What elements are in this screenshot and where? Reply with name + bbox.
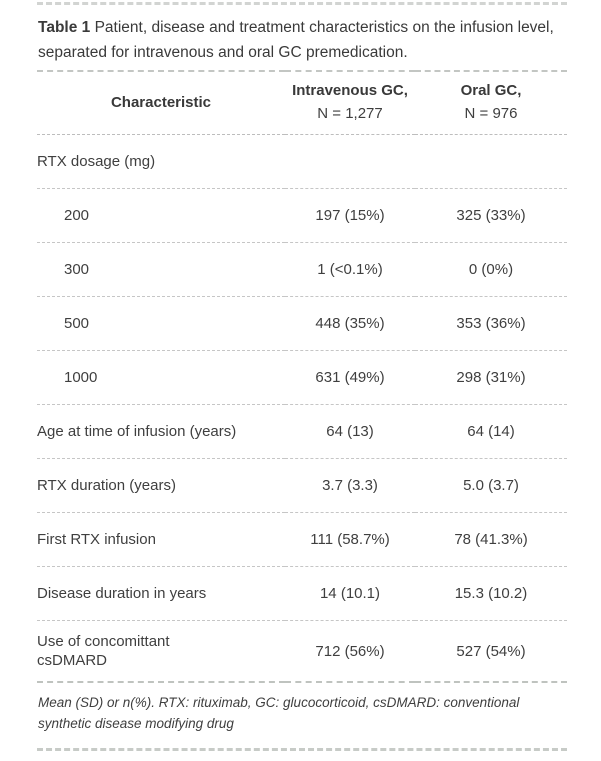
top-page-rule (37, 2, 567, 5)
row-label: Disease duration in years (37, 585, 207, 602)
oral-value: 15.3 (10.2) (454, 585, 528, 602)
bottom-page-rule (37, 748, 567, 751)
table-row-rtx-dosage: RTX dosage (mg) (37, 135, 567, 189)
iv-value: 14 (10.1) (319, 585, 381, 602)
oral-value (415, 135, 567, 189)
title-text: Patient, disease and treatment character… (38, 19, 554, 61)
oral-value: 325 (33%) (456, 207, 526, 224)
col-header-oral-label: Oral GC, (460, 82, 522, 99)
oral-value: 527 (54%) (456, 642, 526, 660)
iv-value: 712 (56%) (315, 642, 385, 660)
table-row-300: 300 1 (<0.1%) 0 (0%) (37, 243, 567, 297)
footnote: Mean (SD) or n(%). RTX: rituximab, GC: g… (38, 695, 520, 731)
iv-value (285, 135, 415, 189)
characteristics-table: Characteristic Intravenous GC, N = 1,277… (37, 70, 567, 683)
title-label: Table 1 (38, 19, 91, 36)
table-row-200: 200 197 (15%) 325 (33%) (37, 189, 567, 243)
row-label: 500 (64, 315, 90, 332)
table-row-disease-duration: Disease duration in years 14 (10.1) 15.3… (37, 567, 567, 621)
iv-value: 197 (15%) (315, 207, 385, 224)
iv-value: 64 (13) (326, 423, 374, 440)
oral-value: 0 (0%) (468, 261, 514, 278)
col-subheader-oral-n: N = 976 (464, 105, 518, 122)
table-row-age: Age at time of infusion (years) 64 (13) … (37, 405, 567, 459)
oral-value: 298 (31%) (456, 369, 526, 386)
col-header-characteristic-label: Characteristic (110, 93, 212, 111)
table-row-500: 500 448 (35%) 353 (36%) (37, 297, 567, 351)
iv-value: 448 (35%) (315, 315, 385, 332)
table-row-csdmard: Use of concomittant csDMARD 712 (56%) 52… (37, 621, 567, 682)
iv-value: 3.7 (3.3) (322, 477, 378, 494)
col-header-intravenous-label: Intravenous GC, (292, 82, 408, 99)
col-header-oral: Oral GC, N = 976 (415, 71, 567, 135)
col-subheader-intravenous-n: N = 1,277 (317, 105, 383, 122)
oral-value: 353 (36%) (456, 315, 526, 332)
row-label: 300 (64, 261, 90, 278)
row-label: RTX duration (years) (37, 477, 176, 494)
row-label: Age at time of infusion (years) (37, 423, 237, 440)
oral-value: 64 (14) (467, 423, 515, 440)
table-title: Table 1 Patient, disease and treatment c… (38, 15, 567, 65)
oral-value: 78 (41.3%) (454, 531, 528, 548)
iv-value: 111 (58.7%) (310, 531, 390, 548)
table-row-1000: 1000 631 (49%) 298 (31%) (37, 351, 567, 405)
header-row: Characteristic Intravenous GC, N = 1,277… (37, 71, 567, 135)
oral-value: 5.0 (3.7) (463, 477, 519, 494)
table-row-first-infusion: First RTX infusion 111 (58.7%) 78 (41.3%… (37, 513, 567, 567)
row-label: First RTX infusion (37, 531, 156, 548)
iv-value: 1 (<0.1%) (317, 261, 383, 278)
iv-value: 631 (49%) (315, 369, 385, 386)
row-label: Use of concomittant csDMARD (37, 633, 170, 669)
col-header-intravenous: Intravenous GC, N = 1,277 (285, 71, 415, 135)
col-header-characteristic: Characteristic (37, 71, 285, 135)
table-row-rtx-duration: RTX duration (years) 3.7 (3.3) 5.0 (3.7) (37, 459, 567, 513)
row-label: RTX dosage (mg) (37, 153, 156, 170)
row-label: 1000 (64, 369, 98, 386)
row-label: 200 (64, 207, 90, 224)
